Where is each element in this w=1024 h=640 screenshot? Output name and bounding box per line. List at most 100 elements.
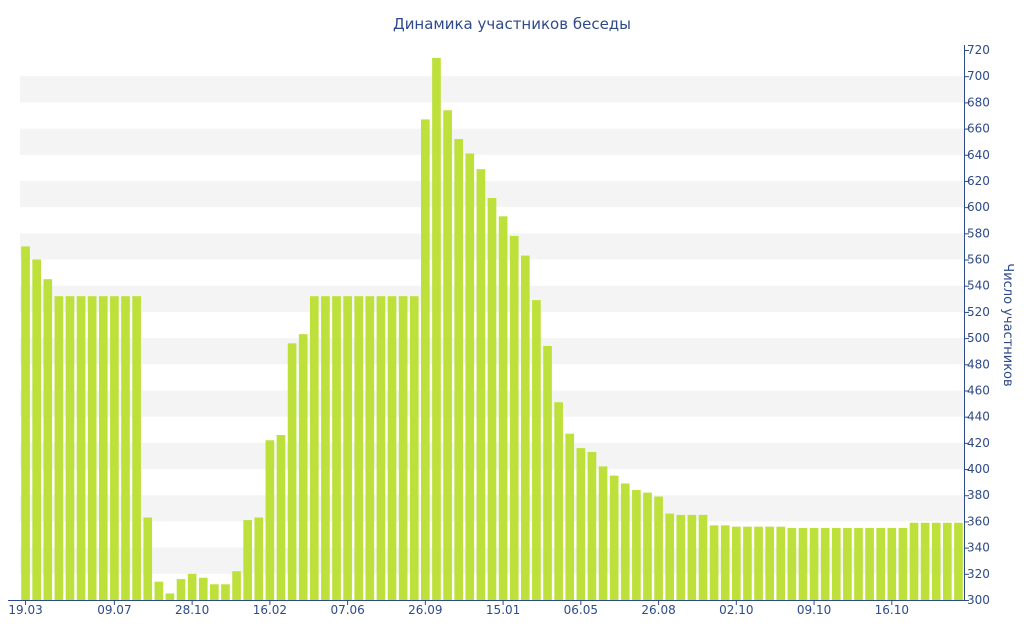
bar bbox=[876, 527, 886, 600]
bar bbox=[865, 527, 874, 600]
bar bbox=[176, 579, 186, 600]
y-axis-ticks: 300 320 340 360 380 400 420 440 460 480 500 520 540 5… bbox=[964, 43, 990, 607]
bar bbox=[476, 169, 486, 601]
bar bbox=[498, 216, 508, 600]
chart-title: Динамика участников беседы bbox=[393, 15, 631, 33]
bar bbox=[121, 296, 130, 600]
bar bbox=[232, 571, 241, 600]
bar bbox=[787, 527, 797, 600]
bar bbox=[843, 527, 852, 600]
bar bbox=[265, 440, 275, 600]
bar bbox=[609, 475, 619, 600]
bar bbox=[454, 139, 464, 601]
bar bbox=[110, 296, 119, 600]
grid-band bbox=[20, 76, 964, 103]
bar bbox=[32, 259, 41, 600]
y-tick-label: 560 bbox=[967, 253, 990, 267]
bar bbox=[654, 496, 663, 600]
bar bbox=[332, 296, 341, 600]
bar bbox=[43, 279, 53, 600]
bar bbox=[221, 584, 230, 600]
x-tick-label: 09.10 bbox=[797, 603, 831, 617]
bar bbox=[554, 402, 563, 600]
bar bbox=[887, 527, 897, 600]
bar bbox=[65, 296, 75, 600]
bar bbox=[765, 526, 774, 600]
bar bbox=[587, 452, 597, 600]
bar bbox=[143, 517, 153, 600]
bar bbox=[687, 514, 697, 600]
y-tick-label: 620 bbox=[967, 174, 990, 188]
bar bbox=[409, 296, 419, 600]
x-tick-label: 15.01 bbox=[486, 603, 520, 617]
y-tick-label: 540 bbox=[967, 279, 990, 293]
bar bbox=[165, 593, 175, 600]
y-tick-label: 520 bbox=[967, 305, 990, 319]
x-tick-label: 09.07 bbox=[97, 603, 131, 617]
bar bbox=[254, 517, 264, 600]
bar bbox=[98, 296, 108, 600]
y-tick-label: 420 bbox=[967, 436, 990, 450]
bar bbox=[520, 255, 530, 600]
bar bbox=[21, 246, 30, 600]
y-tick-label: 700 bbox=[967, 69, 990, 83]
y-tick-label: 600 bbox=[967, 200, 990, 214]
y-tick-label: 400 bbox=[967, 462, 990, 476]
bar bbox=[321, 296, 330, 600]
bar bbox=[421, 119, 430, 601]
bar bbox=[343, 296, 352, 600]
bar bbox=[432, 57, 441, 601]
y-tick-label: 320 bbox=[967, 567, 990, 581]
bar bbox=[509, 235, 519, 600]
bar bbox=[398, 296, 408, 600]
y-tick-label: 640 bbox=[967, 148, 990, 162]
x-tick-label: 28.10 bbox=[175, 603, 209, 617]
bar bbox=[243, 520, 252, 600]
y-tick-label: 660 bbox=[967, 122, 990, 136]
y-tick-label: 300 bbox=[967, 593, 990, 607]
y-tick-label: 360 bbox=[967, 514, 990, 528]
bar bbox=[576, 448, 586, 600]
bar bbox=[87, 296, 97, 600]
bar bbox=[465, 153, 475, 600]
bar bbox=[665, 513, 675, 600]
y-tick-label: 500 bbox=[967, 331, 990, 345]
bar bbox=[443, 110, 452, 601]
bar bbox=[854, 527, 863, 600]
bar bbox=[565, 433, 575, 600]
x-tick-label: 26.08 bbox=[641, 603, 675, 617]
bar bbox=[809, 527, 819, 600]
x-tick-label: 19.03 bbox=[8, 603, 42, 617]
bar bbox=[598, 466, 608, 600]
bar bbox=[931, 522, 941, 600]
bar bbox=[720, 525, 730, 600]
y-tick-label: 380 bbox=[967, 488, 990, 502]
bar bbox=[643, 492, 652, 600]
y-axis-label: Число участников bbox=[1000, 263, 1015, 386]
x-tick-label: 02.10 bbox=[719, 603, 753, 617]
bar bbox=[776, 526, 786, 600]
y-tick-label: 580 bbox=[967, 226, 990, 240]
x-tick-label: 16.10 bbox=[875, 603, 909, 617]
bar bbox=[210, 584, 219, 600]
x-tick-label: 16.02 bbox=[253, 603, 287, 617]
bar bbox=[309, 296, 319, 600]
bar bbox=[365, 296, 375, 600]
bar bbox=[387, 296, 397, 600]
bar bbox=[187, 573, 197, 600]
bar bbox=[543, 345, 552, 600]
bar bbox=[487, 197, 497, 601]
grid-band bbox=[20, 128, 964, 155]
bar bbox=[76, 296, 86, 600]
bar bbox=[698, 514, 708, 600]
y-tick-label: 340 bbox=[967, 541, 990, 555]
bar bbox=[709, 525, 719, 600]
y-tick-label: 460 bbox=[967, 383, 990, 397]
bar bbox=[743, 526, 752, 600]
bar bbox=[376, 296, 386, 600]
bar bbox=[898, 527, 908, 600]
bar bbox=[154, 581, 164, 600]
x-axis-ticks: 19.03 09.07 28.10 16.02 07.06 26.09 15.01 06.05… bbox=[8, 600, 909, 617]
bar bbox=[276, 435, 286, 600]
